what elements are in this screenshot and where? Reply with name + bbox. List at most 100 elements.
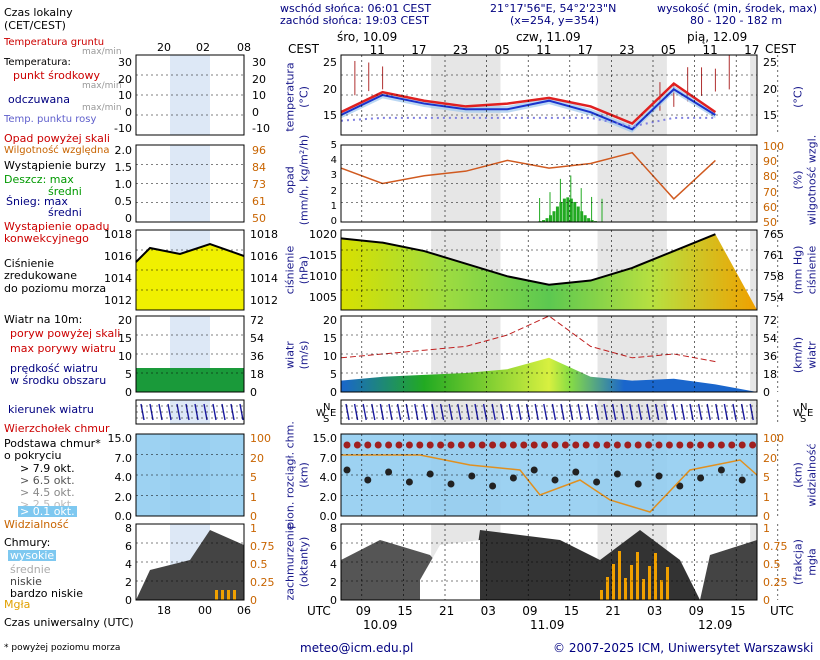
cloud-base-label: Podstawa chmur*	[4, 438, 101, 449]
fog-vlabel: mgła	[807, 548, 818, 576]
left-cloud-tick-4: 0.0	[115, 511, 133, 522]
rain-bar-30.5	[552, 211, 555, 222]
main-wind-tick-3: 5	[330, 369, 337, 380]
cloud-base-dot-2	[364, 477, 371, 484]
clouds-label: Chmury:	[4, 537, 50, 548]
left-rh-tick-0: 96	[252, 145, 266, 156]
press-vlabel: ciśnienie	[285, 246, 296, 294]
main-kmh-tick-0: 72	[763, 315, 777, 326]
cloud-top-dot-38	[739, 442, 746, 449]
local-tick-08: 08	[237, 42, 251, 53]
local-time-label: Czas lokalny	[4, 7, 73, 18]
main-fog-tick-1: 0.75	[763, 541, 788, 552]
footer-email[interactable]: meteo@icm.edu.pl	[300, 642, 413, 654]
wind-speed-label: prędkość wiatru	[10, 363, 98, 374]
main-rh-tick-1: 90	[763, 156, 777, 167]
left-fog-bar-1	[221, 590, 224, 600]
cloud-top-dot-14	[489, 442, 496, 449]
cloud-top-dot-12	[468, 442, 475, 449]
grid-point: (x=254, y=354)	[510, 15, 599, 26]
snow-mean-label: średni	[48, 207, 82, 218]
bottom-hour-7: 03	[647, 605, 662, 617]
cloud-top-dot-7	[416, 442, 423, 449]
top-hour-8: 11	[702, 44, 717, 56]
left-press-tick-0: 1018	[104, 229, 132, 240]
bottom-hour-0: 09	[356, 605, 371, 617]
left-precip-tick-1: 1.5	[115, 162, 133, 173]
cloud-top-dot-35	[708, 442, 715, 449]
left-temp-tick-3: 0	[125, 107, 132, 118]
left-rh-tick-4: 50	[252, 213, 266, 224]
main-fog-tick-2: 0.5	[763, 559, 781, 570]
main-press-tick-0: 1020	[309, 229, 337, 240]
left-cloud-tick-1: 7.0	[115, 453, 133, 464]
cloud-top-dot-8	[427, 442, 434, 449]
cloud-top-dot-22	[572, 442, 579, 449]
cloud-base-dot-0	[344, 467, 351, 474]
main-temp-tick-r-1: 20	[763, 84, 777, 95]
wind-dir-label: kierunek wiatru	[8, 404, 94, 415]
main-fog-tick-4: 0	[763, 595, 770, 606]
main-rh-tick-5: 50	[763, 217, 777, 228]
left-pressure-area	[136, 244, 244, 310]
visibility-label: Widzialność	[4, 519, 69, 530]
cloud-base-dot-8	[427, 471, 434, 478]
main-mmhg-tick-0: 765	[763, 229, 784, 240]
main-cloud-tick-0: 15.0	[313, 433, 338, 444]
humidity-label: Wilgotność względna	[4, 146, 109, 156]
soil-temp-maxmin: max/min	[82, 48, 122, 57]
cloud-top-dot-20	[552, 442, 559, 449]
cloud-base-dot-26	[614, 471, 621, 478]
left-press-tick-r-0: 1018	[250, 229, 278, 240]
left-press-tick-1: 1016	[104, 251, 132, 262]
fog-bar-8	[648, 566, 651, 600]
cloud-top-dot-11	[458, 442, 465, 449]
left-fog-tick-4: 0	[250, 595, 257, 606]
main-vis-tick-1: 20	[763, 453, 777, 464]
okt-65: > 6.5 okt.	[20, 475, 75, 486]
left-rh-tick-2: 73	[252, 179, 266, 190]
cloud-top-dot-33	[687, 442, 694, 449]
left-vis-tick-1: 20	[250, 453, 264, 464]
main-mmhg-tick-1: 761	[763, 250, 784, 261]
left-press-tick-3: 1012	[104, 295, 132, 306]
pressure-label-3: do poziomu morza	[4, 283, 106, 294]
footer-copyright: © 2007-2025 ICM, Uniwersytet Warszawski	[553, 642, 813, 654]
fog-unit-vlabel: (frakcja)	[793, 539, 804, 585]
main-cc-tick-0: 8	[330, 523, 337, 534]
left-rh-tick-3: 61	[252, 196, 266, 207]
day-top-3: pią, 12.09	[687, 31, 747, 43]
cloud-top-dot-16	[510, 442, 517, 449]
fog-bar-10	[660, 580, 663, 600]
left-cc-tick-1: 6	[125, 541, 132, 552]
top-hour-7: 05	[661, 44, 676, 56]
left-fog-tick-1: 0.75	[250, 541, 275, 552]
left-wind-area	[136, 368, 244, 392]
cloud-base-dot-38	[739, 477, 746, 484]
left-fog-bar-0	[215, 590, 218, 600]
bottom-hour-8: 09	[689, 605, 704, 617]
cloud-top-dot-13	[479, 442, 486, 449]
main-press-tick-1: 1015	[309, 250, 337, 261]
local-time-zone: (CET/CEST)	[4, 20, 66, 31]
precip-unit-vlabel: (mm/h, kg/m²/h)	[299, 135, 310, 226]
fog-bar-3	[618, 551, 621, 600]
cloud-top-label: Wierzchołek chmur	[4, 423, 110, 434]
main-temp-tick-2: 15	[323, 110, 337, 121]
main-rh-tick-3: 70	[763, 187, 777, 198]
left-cc-tick-0: 8	[125, 523, 132, 534]
left-kmh-tick-1: 54	[250, 333, 264, 344]
precip-over-scale-label: Opad powyżej skali	[4, 133, 110, 144]
day-top-2: czw, 11.09	[516, 31, 581, 43]
left-fog-bar-2	[227, 590, 230, 600]
rh-unit-vlabel: (%)	[793, 170, 804, 189]
cloud-top-dot-1	[354, 442, 361, 449]
cloud-top-dot-30	[656, 442, 663, 449]
fog-bar-9	[654, 553, 657, 600]
left-fog-bar-3	[233, 590, 236, 600]
cloud-vlabel: pion. rozciągł. chm.	[285, 421, 296, 529]
rain-bar-35.5	[587, 218, 590, 222]
main-mmhg-tick-3: 754	[763, 292, 784, 303]
pressure-label-2: zredukowane	[4, 270, 77, 281]
cloud-top-dot-28	[635, 442, 642, 449]
